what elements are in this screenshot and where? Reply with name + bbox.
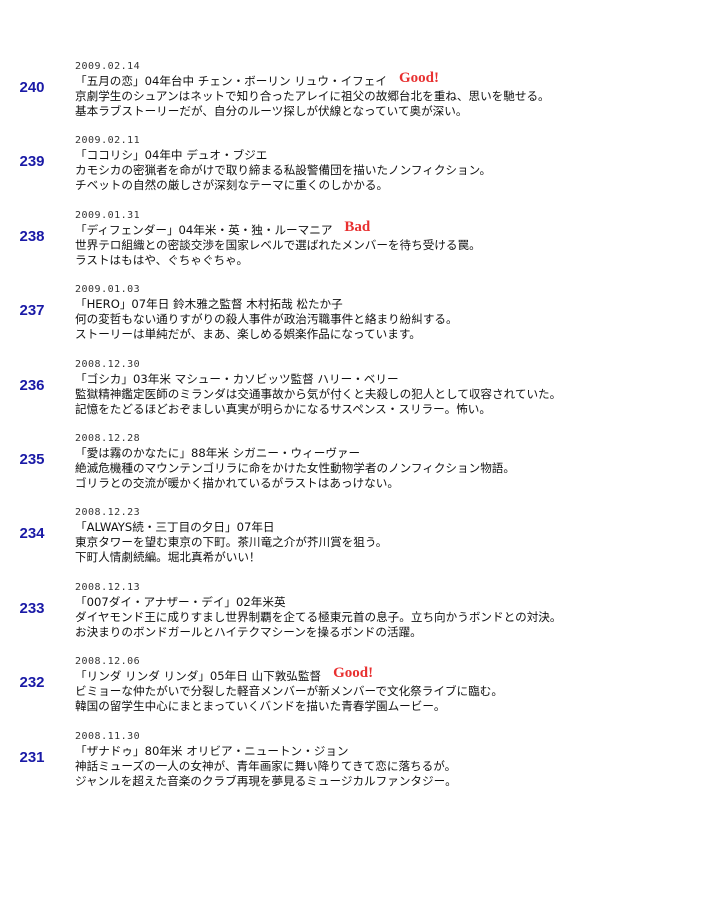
review-body: 「ザナドゥ」80年米 オリビア・ニュートン・ジョン 神話ミューズの一人の女神が、青… — [75, 744, 457, 789]
review-line: 記憶をたどるほどおぞましい真実が明らかになるサスペンス・スリラー。怖い。 — [75, 401, 491, 416]
movie-title: 「リンダ リンダ リンダ」05年日 山下敦弘監督 — [75, 669, 322, 684]
movie-title: 「HERO」07年日 鈴木雅之監督 木村拓哉 松たか子 — [75, 297, 343, 312]
review-entry: 233 2008.12.13 「007ダイ・アナザー・デイ」02年米英 ダイヤモンド王… — [0, 582, 720, 654]
movie-title: 「愛は霧のかなたに」88年米 シガニー・ウィーヴァー — [75, 446, 361, 460]
review-line: 基本ラブストーリーだが、自分のルーツ探しが伏線となっていて奥が深い。 — [75, 104, 468, 118]
review-entry: 232 2008.12.06 「リンダ リンダ リンダ」05年日 山下敦弘監督 Goo… — [0, 656, 720, 728]
rating: Good! — [398, 70, 439, 86]
review-date: 2008.12.06 — [75, 656, 141, 668]
review-line: 監獄精神鑑定医師のミランダは交通事故から気が付くと夫殺しの犯人として収容されてい… — [75, 386, 562, 401]
title-line: 「ザナドゥ」80年米 オリビア・ニュートン・ジョン — [75, 744, 457, 759]
movie-title: 「ALWAYS続・三丁目の夕日」07年日 — [75, 520, 275, 535]
review-body: 「007ダイ・アナザー・デイ」02年米英 ダイヤモンド王に成りすまし世界制覇を企て… — [75, 595, 561, 640]
review-date: 2009.02.14 — [75, 61, 141, 72]
review-number: 239 — [19, 153, 45, 171]
review-body: 「リンダ リンダ リンダ」05年日 山下敦弘監督 Good! ビミョーな仲たがいで分… — [75, 666, 503, 714]
review-number: 237 — [19, 302, 45, 320]
review-line: 京劇学生のシュアンはネットで知り合ったアレイに祖父の故郷台北を重ね、思いを馳せる… — [75, 89, 550, 103]
review-entry: 238 2009.01.31 「ディフェンダー」04年米・英・独・ルーマニア Bad 世… — [0, 210, 720, 282]
review-line: 韓国の留学生中心にまとまっていくバンドを描いた青春学園ムービー。 — [75, 699, 446, 714]
review-body: 「ディフェンダー」04年米・英・独・ルーマニア Bad 世界テロ組織との密談交渉を国… — [75, 219, 481, 268]
review-date: 2009.02.11 — [75, 135, 141, 147]
title-line: 「愛は霧のかなたに」88年米 シガニー・ウィーヴァー — [75, 446, 515, 461]
review-body: 「HERO」07年日 鈴木雅之監督 木村拓哉 松たか子 何の変哲もない通りすがりの… — [75, 297, 458, 342]
title-line: 「007ダイ・アナザー・デイ」02年米英 — [75, 595, 561, 610]
title-line: 「ゴシカ」03年米 マシュー・カソビッツ監督 ハリー・ベリー — [75, 372, 561, 387]
review-body: 「愛は霧のかなたに」88年米 シガニー・ウィーヴァー 絶滅危機種のマウンテンゴリラ… — [75, 446, 515, 491]
review-entry: 239 2009.02.11 「ココリシ」04年中 デュオ・ブジエ カモシカの密猟者を… — [0, 135, 720, 207]
review-number: 231 — [19, 748, 45, 766]
review-entry: 236 2008.12.30 「ゴシカ」03年米 マシュー・カソビッツ監督 ハリー・… — [0, 359, 720, 431]
review-entry: 231 2008.11.30 「ザナドゥ」80年米 オリビア・ニュートン・ジョン 神話… — [0, 731, 720, 803]
review-entry: 234 2008.12.23 「ALWAYS続・三丁目の夕日」07年日 東京タワーを望… — [0, 507, 720, 579]
review-date: 2008.12.28 — [75, 433, 141, 444]
movie-title: 「ゴシカ」03年米 マシュー・カソビッツ監督 ハリー・ベリー — [75, 371, 399, 386]
title-line: 「五月の恋」04年台中 チェン・ボーリン リュウ・イフェイ Good! — [75, 71, 550, 89]
review-number: 240 — [19, 79, 45, 96]
review-number: 233 — [19, 599, 45, 617]
review-line: ストーリーは単純だが、まあ、楽しめる娯楽作品になっています。 — [75, 327, 421, 342]
review-body: 「ゴシカ」03年米 マシュー・カソビッツ監督 ハリー・ベリー 監獄精神鑑定医師のミ… — [75, 372, 561, 417]
review-date: 2009.01.03 — [75, 284, 141, 296]
review-line: カモシカの密猟者を命がけで取り締まる私設警備団を描いたノンフィクション。 — [75, 163, 492, 178]
review-entry: 240 2009.02.14 「五月の恋」04年台中 チェン・ボーリン リュウ・イフ… — [0, 61, 720, 133]
review-line: 何の変哲もない通りすがりの殺人事件が政治汚職事件と絡まり紛糾する。 — [75, 312, 458, 327]
review-line: 東京タワーを望む東京の下町。茶川竜之介が芥川賞を狙う。 — [75, 535, 388, 550]
movie-title: 「ココリシ」04年中 デュオ・ブジエ — [75, 148, 268, 163]
review-date: 2008.12.30 — [75, 358, 141, 370]
review-line: ラストはもはや、ぐちゃぐちゃ。 — [75, 252, 249, 267]
review-date: 2008.12.23 — [75, 507, 141, 519]
review-entry: 235 2008.12.28 「愛は霧のかなたに」88年米 シガニー・ウィーヴァー絶… — [0, 433, 720, 505]
rating: Bad — [344, 218, 371, 235]
review-body: 「ココリシ」04年中 デュオ・ブジエ カモシカの密猟者を命がけで取り締まる私設警備… — [75, 148, 491, 193]
movie-title: 「007ダイ・アナザー・デイ」02年米英 — [75, 594, 286, 609]
movie-title: 「ザナドゥ」80年米 オリビア・ニュートン・ジョン — [75, 743, 349, 758]
review-body: 「ALWAYS続・三丁目の夕日」07年日 東京タワーを望む東京の下町。茶川竜之介が… — [75, 520, 387, 565]
review-line: 世界テロ組織との密談交渉を国家レベルで選ばれたメンバーを待ち受ける罠。 — [75, 237, 481, 252]
movie-title: 「五月の恋」04年台中 チェン・ボーリン リュウ・イフェイ — [75, 74, 387, 88]
review-number: 234 — [19, 525, 45, 543]
review-date: 2009.01.31 — [75, 209, 141, 221]
title-line: 「ALWAYS続・三丁目の夕日」07年日 — [75, 520, 387, 535]
review-line: ジャンルを超えた音楽のクラブ再現を夢見るミュージカルファンタジー。 — [75, 773, 457, 788]
rating: Good! — [333, 665, 374, 682]
review-line: ビミョーな仲たがいで分裂した軽音メンバーが新メンバーで文化祭ライブに臨む。 — [75, 684, 503, 699]
review-line: ダイヤモンド王に成りすまし世界制覇を企てる極東元首の息子。立ち向かうボンドとの対… — [75, 609, 562, 624]
review-line: 神話ミューズの一人の女神が、青年画家に舞い降りてきて恋に落ちるが。 — [75, 758, 457, 773]
review-line: 下町人情劇続編。堀北真希がいい！ — [75, 550, 261, 565]
title-line: 「ディフェンダー」04年米・英・独・ルーマニア Bad — [75, 219, 481, 238]
review-line: お決まりのボンドガールとハイテクマシーンを操るボンドの活躍。 — [75, 624, 422, 639]
title-line: 「HERO」07年日 鈴木雅之監督 木村拓哉 松たか子 — [75, 297, 458, 312]
movie-title: 「ディフェンダー」04年米・英・独・ルーマニア — [75, 222, 333, 237]
review-body: 「五月の恋」04年台中 チェン・ボーリン リュウ・イフェイ Good! 京劇学生のシ… — [75, 71, 550, 119]
review-line: チベットの自然の厳しさが深刻なテーマに重くのしかかる。 — [75, 178, 389, 193]
review-number: 238 — [19, 227, 45, 245]
review-date: 2008.11.30 — [75, 730, 141, 742]
review-number: 235 — [19, 451, 45, 468]
review-entry: 237 2009.01.03 「HERO」07年日 鈴木雅之監督 木村拓哉 松たか子… — [0, 284, 720, 356]
review-number: 236 — [19, 376, 45, 394]
review-date: 2008.12.13 — [75, 581, 141, 593]
title-line: 「ココリシ」04年中 デュオ・ブジエ — [75, 148, 491, 163]
review-number: 232 — [19, 674, 45, 692]
title-line: 「リンダ リンダ リンダ」05年日 山下敦弘監督 Good! — [75, 666, 503, 684]
review-line: ゴリラとの交流が暖かく描かれているがラストはあっけない。 — [75, 476, 399, 490]
review-line: 絶滅危機種のマウンテンゴリラに命をかけた女性動物学者のノンフィクション物語。 — [75, 461, 515, 475]
